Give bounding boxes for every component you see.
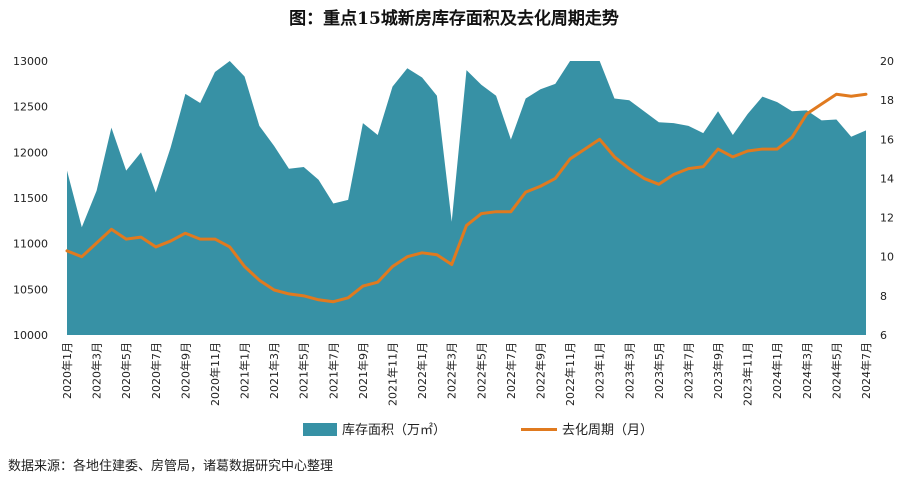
y-left-tick-label: 11000 xyxy=(13,238,48,251)
x-tick-label: 2020年11月 xyxy=(208,342,222,406)
y-right-tick-label: 16 xyxy=(880,133,894,146)
x-tick-label: 2023年1月 xyxy=(593,342,607,399)
y-left-tick-label: 10500 xyxy=(13,283,48,296)
legend-swatch-inventory xyxy=(303,423,337,436)
line-series-cycle xyxy=(65,92,868,304)
x-tick-label: 2024年3月 xyxy=(800,342,814,399)
x-axis: 2020年1月 2020年3月 2020年5月 2020年7月 2020年9月 2020年… xyxy=(60,342,873,406)
x-tick-label: 2023年5月 xyxy=(652,342,666,399)
x-tick-label: 2022年3月 xyxy=(445,342,459,399)
x-tick-label: 2021年5月 xyxy=(297,342,311,399)
plot-area xyxy=(65,61,868,335)
x-tick-label: 2022年11月 xyxy=(563,342,577,406)
y-right-tick-label: 10 xyxy=(880,251,894,264)
x-tick-label: 2022年5月 xyxy=(474,342,488,399)
y-right-axis: 6 8 10 12 14 16 18 20 xyxy=(880,55,894,342)
x-tick-label: 2024年7月 xyxy=(859,342,873,399)
x-tick-label: 2021年3月 xyxy=(267,342,281,399)
legend: 库存面积（万㎡） 去化周期（月） xyxy=(303,422,653,438)
x-tick-label: 2020年3月 xyxy=(90,342,104,399)
x-tick-label: 2024年5月 xyxy=(829,342,843,399)
y-right-tick-label: 18 xyxy=(880,94,894,107)
y-left-tick-label: 10000 xyxy=(13,329,48,342)
x-tick-label: 2023年9月 xyxy=(711,342,725,399)
source-note: 数据来源：各地住建委、房管局，诸葛数据研究中心整理 xyxy=(8,458,333,474)
x-tick-label: 2023年11月 xyxy=(741,342,755,406)
x-tick-label: 2022年1月 xyxy=(415,342,429,399)
area-series-layer xyxy=(67,61,866,335)
area-series-inventory xyxy=(67,61,866,335)
y-left-tick-label: 12000 xyxy=(13,146,48,159)
line-series-layer xyxy=(65,92,868,304)
x-tick-label: 2020年7月 xyxy=(149,342,163,399)
legend-label-cycle: 去化周期（月） xyxy=(562,423,653,438)
x-tick-label: 2020年5月 xyxy=(119,342,133,399)
y-right-tick-label: 6 xyxy=(880,329,887,342)
legend-label-inventory: 库存面积（万㎡） xyxy=(342,422,446,438)
x-tick-label: 2024年1月 xyxy=(770,342,784,399)
x-tick-label: 2021年7月 xyxy=(326,342,340,399)
x-tick-label: 2020年9月 xyxy=(178,342,192,399)
x-tick-label: 2023年3月 xyxy=(622,342,636,399)
x-tick-label: 2021年1月 xyxy=(238,342,252,399)
x-tick-label: 2022年7月 xyxy=(504,342,518,399)
y-left-axis: 10000 10500 11000 11500 12000 12500 13000 xyxy=(13,55,48,342)
x-tick-label: 2020年1月 xyxy=(60,342,74,399)
chart-title: 图：重点15城新房库存面积及去化周期走势 xyxy=(289,8,619,29)
y-left-tick-label: 12500 xyxy=(13,101,48,114)
y-right-tick-label: 20 xyxy=(880,55,894,68)
y-left-tick-label: 11500 xyxy=(13,192,48,205)
x-tick-label: 2021年11月 xyxy=(386,342,400,406)
y-left-tick-label: 13000 xyxy=(13,55,48,68)
y-right-tick-label: 8 xyxy=(880,290,887,303)
x-tick-label: 2023年7月 xyxy=(681,342,695,399)
x-tick-label: 2021年9月 xyxy=(356,342,370,399)
x-tick-label: 2022年9月 xyxy=(533,342,547,399)
y-right-tick-label: 12 xyxy=(880,212,894,225)
y-right-tick-label: 14 xyxy=(880,172,894,185)
